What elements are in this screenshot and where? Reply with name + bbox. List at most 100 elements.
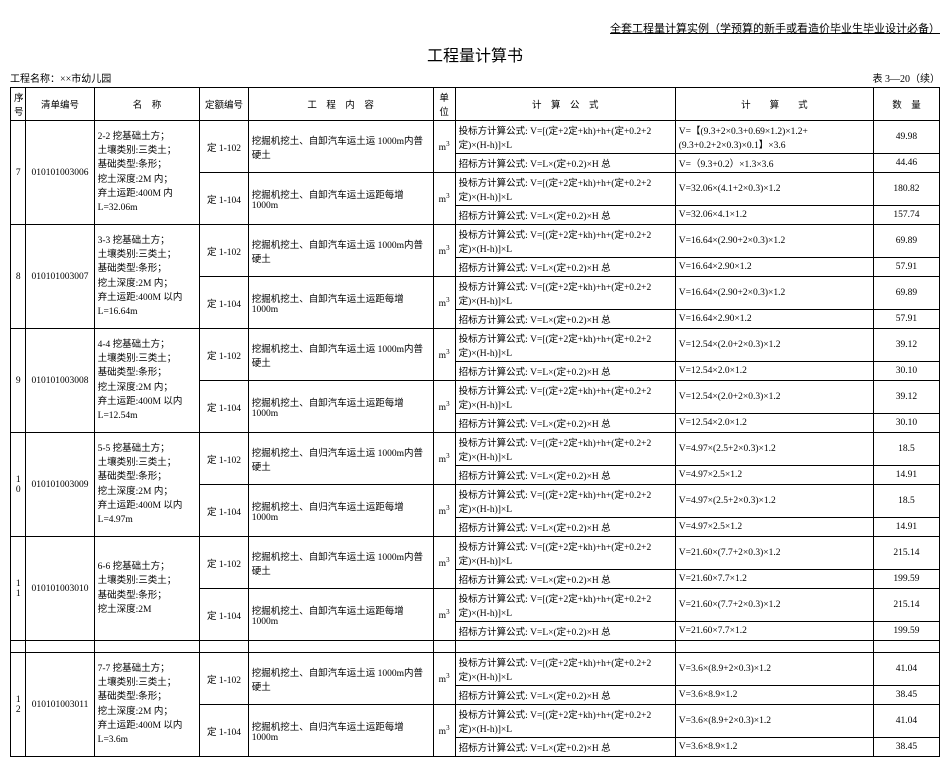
cell-quota: 定 1-104	[200, 381, 248, 433]
cell-quota: 定 1-104	[200, 485, 248, 537]
blank-row	[11, 641, 940, 653]
cell-formula: 投标方计算公式: V=[(定+2定+kh)+h+(定+0.2+2定)×(H-h)…	[455, 173, 675, 206]
cell-qty: 14.91	[873, 466, 939, 485]
cell-calc: V=16.64×2.90×1.2	[675, 310, 873, 329]
cell-qty: 69.89	[873, 225, 939, 258]
cell-formula: 招标方计算公式: V=L×(定+0.2)×H 总	[455, 362, 675, 381]
th-calc: 计 算 式	[675, 88, 873, 121]
cell-list-code: 010101003008	[26, 329, 94, 433]
cell-quota: 定 1-102	[200, 329, 248, 381]
cell-seq: 7	[11, 121, 26, 225]
table-row: 120101010030117-7 挖基础土方；土壤类别:三类土；基础类型:条形…	[11, 653, 940, 686]
cell-quota: 定 1-104	[200, 277, 248, 329]
cell-qty: 41.04	[873, 705, 939, 738]
cell-unit: m3	[433, 485, 455, 537]
cell-calc: V=16.64×(2.90+2×0.3)×1.2	[675, 277, 873, 310]
cell-qty: 18.5	[873, 433, 939, 466]
cell-formula: 招标方计算公式: V=L×(定+0.2)×H 总	[455, 414, 675, 433]
cell-calc: V=4.97×(2.5+2×0.3)×1.2	[675, 485, 873, 518]
th-list-code: 清单编号	[26, 88, 94, 121]
cell-qty: 38.45	[873, 738, 939, 757]
cell-formula: 招标方计算公式: V=L×(定+0.2)×H 总	[455, 206, 675, 225]
cell-calc: V=4.97×(2.5+2×0.3)×1.2	[675, 433, 873, 466]
cell-list-code: 010101003006	[26, 121, 94, 225]
cell-qty: 44.46	[873, 154, 939, 173]
cell-qty: 199.59	[873, 570, 939, 589]
cell-formula: 招标方计算公式: V=L×(定+0.2)×H 总	[455, 738, 675, 757]
cell-quota: 定 1-102	[200, 433, 248, 485]
cell-calc: V=3.6×8.9×1.2	[675, 686, 873, 705]
cell-unit: m3	[433, 705, 455, 757]
cell-content: 挖掘机挖土、自卸汽车运土运距每增 1000m	[248, 277, 433, 329]
table-row: 80101010030073-3 挖基础土方；土壤类别:三类土；基础类型:条形；…	[11, 225, 940, 258]
cell-content: 挖掘机挖土、自卸汽车运土运距每增 1000m	[248, 589, 433, 641]
cell-qty: 215.14	[873, 537, 939, 570]
cell-unit: m3	[433, 433, 455, 485]
cell-formula: 招标方计算公式: V=L×(定+0.2)×H 总	[455, 622, 675, 641]
cell-qty: 69.89	[873, 277, 939, 310]
cell-qty: 49.98	[873, 121, 939, 154]
cell-name: 6-6 挖基础土方；土壤类别:三类土；基础类型:条形；挖土深度:2M	[94, 537, 200, 641]
cell-quota: 定 1-102	[200, 653, 248, 705]
cell-calc: V=4.97×2.5×1.2	[675, 466, 873, 485]
table-row: 110101010030106-6 挖基础土方；土壤类别:三类土；基础类型:条形…	[11, 537, 940, 570]
cell-formula: 投标方计算公式: V=[(定+2定+kh)+h+(定+0.2+2定)×(H-h)…	[455, 225, 675, 258]
cell-calc: V=（9.3+0.2）×1.3×3.6	[675, 154, 873, 173]
cell-formula: 投标方计算公式: V=[(定+2定+kh)+h+(定+0.2+2定)×(H-h)…	[455, 589, 675, 622]
cell-seq: 9	[11, 329, 26, 433]
cell-formula: 招标方计算公式: V=L×(定+0.2)×H 总	[455, 686, 675, 705]
cell-content: 挖掘机挖土、自卸汽车运土运 1000m内普硬土	[248, 225, 433, 277]
cell-name: 2-2 挖基础土方；土壤类别:三类土；基础类型:条形；挖土深度:2M 内；弃土运…	[94, 121, 200, 225]
th-qty: 数 量	[873, 88, 939, 121]
cell-qty: 14.91	[873, 518, 939, 537]
cell-content: 挖掘机挖土、自卸汽车运土运距每增 1000m	[248, 173, 433, 225]
cell-formula: 招标方计算公式: V=L×(定+0.2)×H 总	[455, 518, 675, 537]
cell-qty: 180.82	[873, 173, 939, 206]
cell-formula: 招标方计算公式: V=L×(定+0.2)×H 总	[455, 570, 675, 589]
cell-unit: m3	[433, 653, 455, 705]
cell-formula: 投标方计算公式: V=[(定+2定+kh)+h+(定+0.2+2定)×(H-h)…	[455, 277, 675, 310]
th-content: 工 程 内 容	[248, 88, 433, 121]
cell-qty: 38.45	[873, 686, 939, 705]
table-body: 70101010030062-2 挖基础土方；土壤类别:三类土；基础类型:条形；…	[11, 121, 940, 757]
cell-qty: 215.14	[873, 589, 939, 622]
cell-calc: V=12.54×2.0×1.2	[675, 362, 873, 381]
cell-name: 3-3 挖基础土方；土壤类别:三类土；基础类型:条形；挖土深度:2M 内；弃土运…	[94, 225, 200, 329]
cell-calc: V=3.6×8.9×1.2	[675, 738, 873, 757]
cell-list-code: 010101003011	[26, 653, 94, 757]
cell-formula: 招标方计算公式: V=L×(定+0.2)×H 总	[455, 258, 675, 277]
cell-formula: 招标方计算公式: V=L×(定+0.2)×H 总	[455, 310, 675, 329]
quantity-table: 序号 清单编号 名 称 定额编号 工 程 内 容 单位 计 算 公 式 计 算 …	[10, 87, 940, 757]
cell-calc: V=3.6×(8.9+2×0.3)×1.2	[675, 653, 873, 686]
cell-formula: 招标方计算公式: V=L×(定+0.2)×H 总	[455, 154, 675, 173]
cell-unit: m3	[433, 277, 455, 329]
th-unit: 单位	[433, 88, 455, 121]
cell-seq: 10	[11, 433, 26, 537]
cell-seq: 11	[11, 537, 26, 641]
cell-formula: 投标方计算公式: V=[(定+2定+kh)+h+(定+0.2+2定)×(H-h)…	[455, 653, 675, 686]
cell-formula: 投标方计算公式: V=[(定+2定+kh)+h+(定+0.2+2定)×(H-h)…	[455, 121, 675, 154]
cell-formula: 投标方计算公式: V=[(定+2定+kh)+h+(定+0.2+2定)×(H-h)…	[455, 329, 675, 362]
th-seq: 序号	[11, 88, 26, 121]
th-formula: 计 算 公 式	[455, 88, 675, 121]
cell-calc: V=16.64×(2.90+2×0.3)×1.2	[675, 225, 873, 258]
cell-qty: 39.12	[873, 329, 939, 362]
cell-content: 挖掘机挖土、自卸汽车运土运距每增 1000m	[248, 381, 433, 433]
project-name: 工程名称：××市幼儿园	[10, 70, 111, 85]
cell-unit: m3	[433, 589, 455, 641]
cell-calc: V=21.60×7.7×1.2	[675, 570, 873, 589]
table-number: 表 3—20（续）	[873, 70, 941, 85]
cell-calc: V=21.60×7.7×1.2	[675, 622, 873, 641]
cell-content: 挖掘机挖土、自归汽车运土运距每增 1000m	[248, 705, 433, 757]
cell-name: 5-5 挖基础土方；土壤类别:三类土；基础类型:条形；挖土深度:2M 内；弃土运…	[94, 433, 200, 537]
cell-content: 挖掘机挖土、自卸汽车运土运 1000m内普硬土	[248, 329, 433, 381]
cell-calc: V=12.54×(2.0+2×0.3)×1.2	[675, 381, 873, 414]
cell-unit: m3	[433, 537, 455, 589]
cell-content: 挖掘机挖土、自卸汽车运土运 1000m内普硬土	[248, 121, 433, 173]
cell-quota: 定 1-102	[200, 121, 248, 173]
cell-content: 挖掘机挖土、自卸汽车运土运 1000m内普硬土	[248, 537, 433, 589]
cell-calc: V=21.60×(7.7+2×0.3)×1.2	[675, 537, 873, 570]
cell-content: 挖掘机挖土、自卸汽车运土运 1000m内普硬土	[248, 653, 433, 705]
cell-unit: m3	[433, 225, 455, 277]
cell-formula: 招标方计算公式: V=L×(定+0.2)×H 总	[455, 466, 675, 485]
